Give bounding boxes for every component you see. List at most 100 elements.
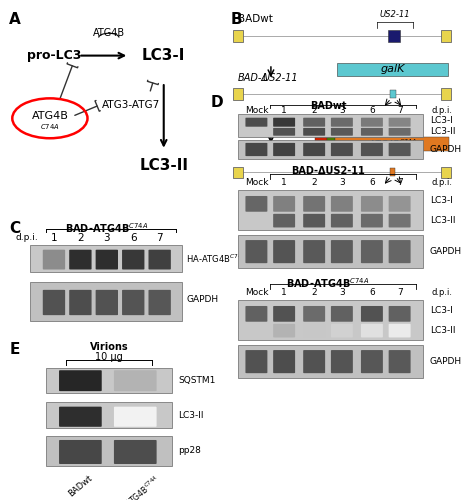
FancyBboxPatch shape [389,143,411,156]
FancyBboxPatch shape [273,214,295,228]
Text: 3: 3 [339,288,345,298]
FancyBboxPatch shape [273,118,295,126]
FancyBboxPatch shape [148,290,171,315]
FancyBboxPatch shape [245,196,267,212]
Text: 2: 2 [311,178,317,188]
FancyBboxPatch shape [361,240,383,263]
FancyBboxPatch shape [389,30,400,42]
Text: HCMV-MIEP: HCMV-MIEP [271,120,314,129]
Text: 10 μg: 10 μg [95,352,123,362]
FancyBboxPatch shape [303,143,325,156]
FancyBboxPatch shape [30,246,182,272]
FancyBboxPatch shape [238,346,423,378]
FancyBboxPatch shape [303,240,325,263]
Text: LC3-I: LC3-I [430,116,453,124]
Text: B: B [231,12,243,27]
FancyBboxPatch shape [43,290,65,315]
Text: US2-11: US2-11 [262,73,298,83]
FancyBboxPatch shape [361,128,383,136]
Text: 7: 7 [397,106,402,114]
FancyBboxPatch shape [245,118,267,126]
FancyBboxPatch shape [303,196,325,212]
Text: Virions: Virions [90,342,128,351]
Text: LC3-II: LC3-II [430,127,455,136]
FancyBboxPatch shape [59,370,102,391]
Text: GAPDH: GAPDH [186,294,218,304]
Text: D: D [210,95,223,110]
Text: 6: 6 [130,232,137,242]
Text: BADwt: BADwt [237,14,273,24]
Text: 2: 2 [311,106,317,114]
Text: US2-11: US2-11 [380,10,410,19]
FancyBboxPatch shape [245,143,267,156]
FancyBboxPatch shape [389,350,411,373]
Text: LC3-II: LC3-II [430,216,455,224]
Text: BAD-ATG4B$^{C74A}$: BAD-ATG4B$^{C74A}$ [65,221,148,235]
Text: ATG3-ATG7: ATG3-ATG7 [102,100,160,110]
Text: GAPDH: GAPDH [430,145,462,154]
FancyBboxPatch shape [30,282,182,321]
FancyBboxPatch shape [389,90,396,98]
FancyBboxPatch shape [245,306,267,322]
FancyBboxPatch shape [122,250,145,270]
FancyBboxPatch shape [238,140,423,159]
FancyBboxPatch shape [114,406,157,427]
FancyBboxPatch shape [69,250,91,270]
FancyBboxPatch shape [331,143,353,156]
Text: LC3-II: LC3-II [139,158,188,174]
FancyBboxPatch shape [59,440,102,464]
FancyBboxPatch shape [273,324,295,338]
FancyBboxPatch shape [389,118,411,126]
Text: Mock: Mock [245,178,268,188]
Text: 6: 6 [369,106,375,114]
Text: pp28: pp28 [178,446,201,456]
FancyBboxPatch shape [273,128,295,136]
Text: BAD-ATG4B$^{C74A}$: BAD-ATG4B$^{C74A}$ [286,276,370,290]
Text: $^{C74A}$: $^{C74A}$ [40,124,60,134]
FancyBboxPatch shape [238,114,423,137]
FancyBboxPatch shape [114,370,157,391]
FancyBboxPatch shape [331,214,353,228]
FancyBboxPatch shape [389,214,411,228]
FancyBboxPatch shape [361,143,383,156]
FancyBboxPatch shape [441,30,450,42]
FancyBboxPatch shape [389,168,395,176]
FancyBboxPatch shape [361,214,383,228]
Text: BAD-ATG4B$^{C74A}$: BAD-ATG4B$^{C74A}$ [108,474,163,500]
FancyBboxPatch shape [361,118,383,126]
Text: HA-ATG4B$^{C74A}$: HA-ATG4B$^{C74A}$ [186,252,247,264]
FancyBboxPatch shape [273,143,295,156]
FancyBboxPatch shape [389,128,411,136]
Text: Mock: Mock [245,106,268,114]
Text: d.p.i.: d.p.i. [15,233,38,242]
FancyBboxPatch shape [233,166,243,177]
FancyBboxPatch shape [331,306,353,322]
Text: 1: 1 [51,232,57,242]
Text: 7: 7 [397,178,402,188]
Text: 6: 6 [369,178,375,188]
Text: 7: 7 [156,232,163,242]
FancyBboxPatch shape [69,290,91,315]
FancyBboxPatch shape [389,196,411,212]
FancyBboxPatch shape [273,196,295,212]
FancyBboxPatch shape [238,190,423,230]
FancyBboxPatch shape [337,63,448,76]
Text: 3: 3 [339,106,345,114]
FancyBboxPatch shape [245,240,267,263]
Text: 2: 2 [311,288,317,298]
Text: BAD-ATG4B$^{C74A}$: BAD-ATG4B$^{C74A}$ [237,148,309,161]
FancyBboxPatch shape [233,88,243,100]
FancyBboxPatch shape [328,137,335,151]
FancyBboxPatch shape [331,324,353,338]
FancyBboxPatch shape [331,196,353,212]
Text: E: E [9,342,19,356]
FancyBboxPatch shape [238,300,423,340]
FancyBboxPatch shape [148,250,171,270]
Text: SQSTM1: SQSTM1 [178,376,215,385]
Text: ATG4B: ATG4B [31,112,68,122]
FancyBboxPatch shape [303,306,325,322]
FancyBboxPatch shape [96,250,118,270]
Text: Mock: Mock [245,288,268,298]
FancyBboxPatch shape [331,128,353,136]
Text: LC3-II: LC3-II [178,410,203,420]
